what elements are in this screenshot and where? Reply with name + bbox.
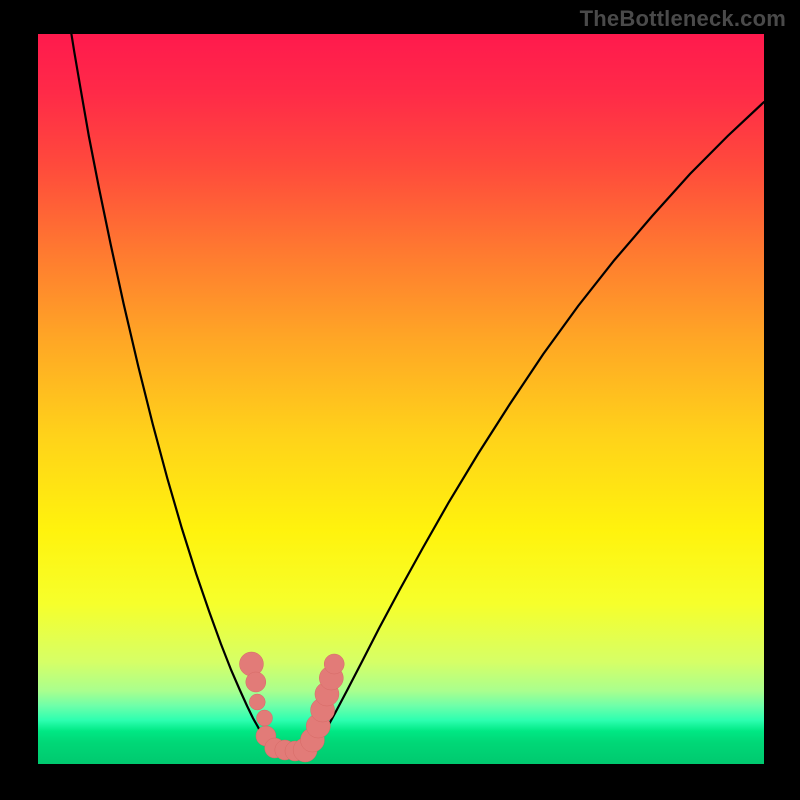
watermark-text: TheBottleneck.com <box>580 6 786 32</box>
chart-frame: TheBottleneck.com <box>0 0 800 800</box>
recommendation-markers <box>38 34 764 764</box>
plot-area <box>38 34 764 764</box>
